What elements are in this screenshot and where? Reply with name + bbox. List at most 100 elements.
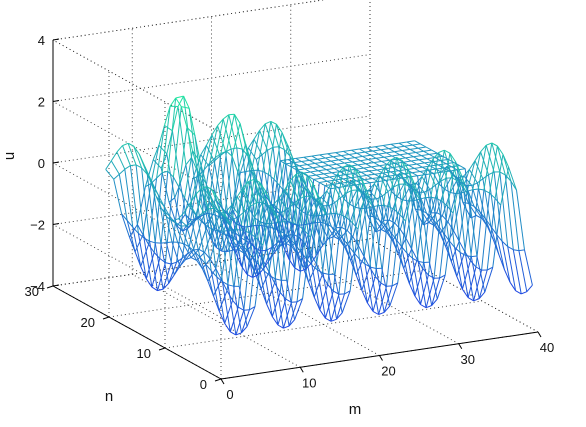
mesh-line-m: [326, 170, 332, 173]
mesh-line-m: [414, 168, 420, 171]
mesh-line-n: [367, 174, 375, 175]
mesh-line-n: [232, 123, 240, 156]
mesh-line-m: [315, 163, 321, 166]
n-tick-mark: [103, 317, 109, 319]
mesh-line-m: [351, 150, 357, 153]
mesh-line-n: [413, 144, 421, 145]
mesh-line-n: [421, 154, 429, 155]
mesh-line-m: [513, 250, 519, 251]
mesh-line-n: [435, 156, 443, 157]
mesh-line-m: [341, 156, 347, 159]
mesh-line-n: [418, 175, 426, 176]
mesh-line-n: [179, 127, 187, 187]
mesh-line-m: [394, 152, 400, 155]
mesh-line-m: [472, 183, 478, 186]
mesh-line-m: [334, 169, 340, 172]
mesh-line-n: [357, 152, 365, 153]
mesh-line-n: [264, 271, 272, 317]
mesh-line-n: [384, 156, 392, 157]
mesh-line-n: [367, 147, 375, 148]
mesh-line-n: [339, 159, 347, 160]
mesh-line-n: [417, 163, 425, 164]
mesh-line-n: [409, 164, 417, 165]
mesh-line-m: [245, 226, 251, 227]
mesh-line-m: [323, 162, 329, 165]
mesh-line-n: [410, 148, 418, 149]
mesh-line-n: [337, 163, 345, 164]
mesh-line-n: [391, 143, 399, 144]
mesh-line-m: [337, 164, 343, 167]
mesh-line-m: [325, 158, 331, 161]
mesh-line-n: [265, 124, 273, 147]
mesh-line-n: [368, 158, 376, 159]
mesh-line-n: [429, 153, 437, 154]
mesh-line-n: [317, 158, 325, 159]
mesh-line-n: [359, 148, 367, 149]
mesh-line-m: [443, 156, 449, 159]
mesh-line-n: [323, 161, 331, 162]
mesh-line-m: [378, 154, 384, 157]
mesh-line-m: [341, 183, 347, 186]
mesh-line-m: [413, 157, 419, 160]
mesh-line-n: [341, 155, 349, 156]
mesh-line-m: [397, 147, 403, 150]
mesh-line-m: [173, 177, 179, 187]
mesh-line-m: [262, 150, 268, 155]
mesh-line-n: [324, 173, 332, 174]
mesh-line-m: [257, 170, 263, 171]
mesh-line-m: [397, 197, 403, 200]
mesh-line-n: [329, 164, 337, 165]
mesh-line-m: [371, 155, 377, 158]
mesh-line-m: [365, 152, 371, 155]
mesh-line-m: [361, 172, 367, 175]
mesh-line-n: [347, 158, 355, 159]
mesh-line-m: [420, 144, 426, 147]
mesh-line-n: [312, 155, 320, 156]
mesh-line-n: [477, 256, 485, 292]
u-tick-mark: [53, 285, 59, 286]
mesh-line-n: [416, 151, 424, 152]
u-tick-label: −2: [30, 218, 45, 233]
mesh-line-m: [372, 167, 378, 170]
mesh-line-n: [386, 152, 394, 153]
mesh-line-n: [373, 150, 381, 151]
mesh-line-n: [230, 307, 238, 332]
floor-grid-m: [212, 263, 380, 356]
mesh-line-m: [415, 141, 421, 144]
mesh-line-m: [244, 310, 250, 311]
side-wall-grid-u: [53, 40, 221, 133]
mesh-line-n: [400, 154, 408, 155]
n-axis-line: [53, 286, 221, 379]
u-tick-label: 4: [38, 33, 45, 48]
u-tick-label: 2: [38, 95, 45, 110]
mesh-line-m: [425, 197, 431, 198]
mesh-line-n: [363, 155, 371, 156]
mesh-line-m: [307, 165, 313, 168]
mesh-line-m: [473, 189, 479, 190]
mesh-line-m: [339, 160, 345, 163]
mesh-line-m: [302, 162, 308, 165]
mesh-line-n: [336, 151, 344, 152]
mesh-line-n: [429, 262, 437, 299]
mesh-line-m: [312, 156, 318, 159]
mesh-line-m: [229, 230, 235, 231]
mesh-line-n: [314, 178, 322, 179]
m-tick-mark: [459, 344, 462, 349]
mesh-line-m: [417, 260, 423, 269]
m-tick-label: 0: [226, 387, 233, 402]
mesh-line-m: [403, 200, 409, 201]
mesh-line-n: [178, 107, 186, 165]
mesh-line-n: [315, 162, 323, 163]
mesh-line-m: [471, 256, 477, 257]
mesh-line-m: [366, 164, 372, 167]
mesh-line-m: [355, 158, 361, 161]
mesh-line-m: [360, 161, 366, 164]
mesh-line-n: [111, 161, 119, 174]
mesh-line-n: [333, 183, 341, 184]
mesh-line-n: [106, 169, 114, 179]
mesh-line-m: [328, 154, 334, 157]
mesh-line-n: [355, 156, 363, 157]
mesh-line-n: [352, 161, 360, 162]
